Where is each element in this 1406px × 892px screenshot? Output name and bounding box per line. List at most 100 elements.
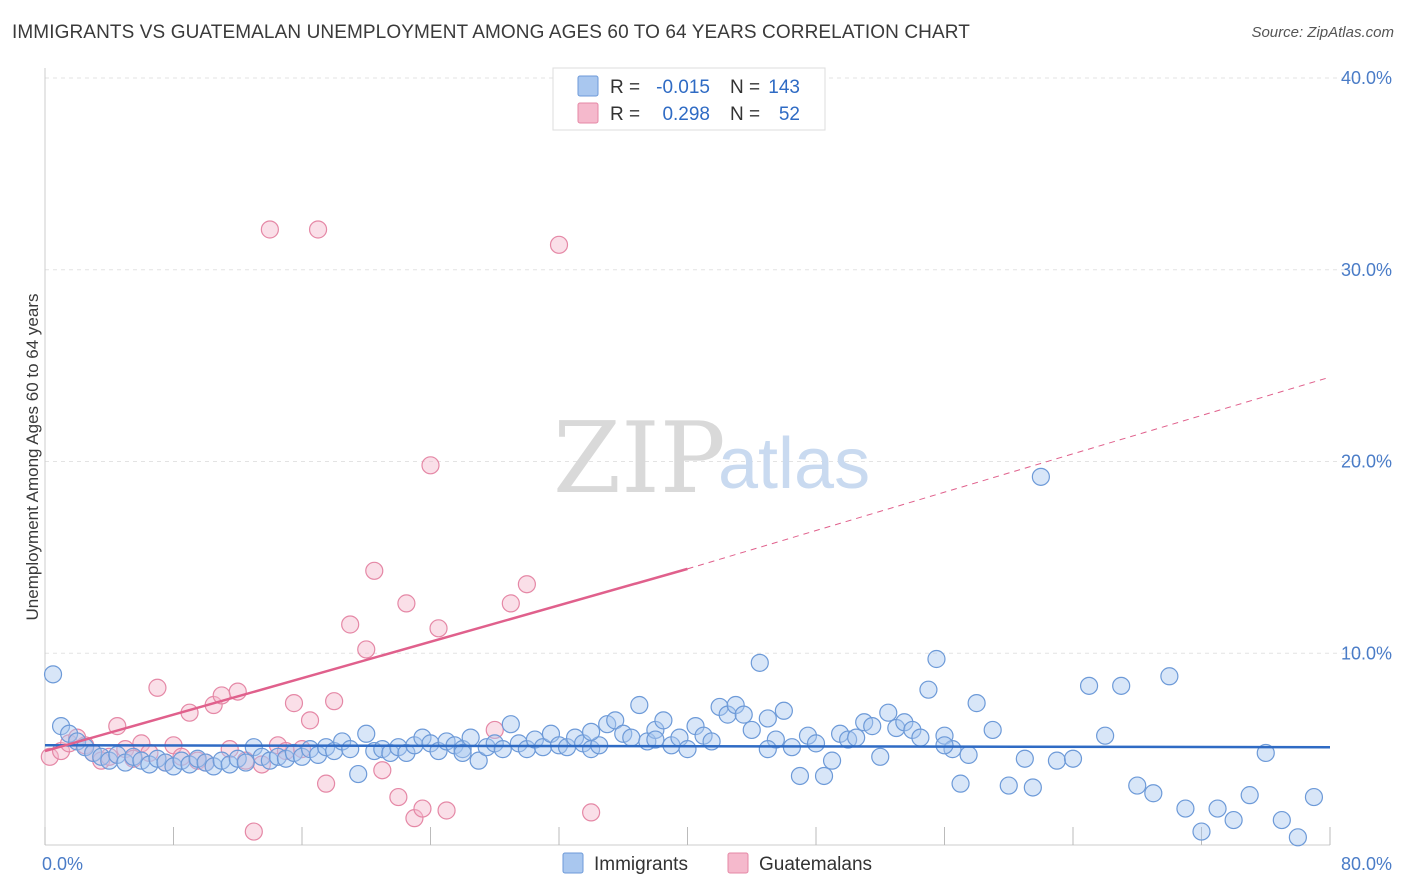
point-guatemalans-38 [365, 561, 384, 580]
point-immigrants-104 [879, 703, 898, 722]
x-tick-label-min: 0.0% [42, 854, 83, 874]
point-immigrants-111 [935, 726, 954, 745]
point-immigrants-136 [1288, 828, 1307, 847]
point-immigrants-121 [1047, 751, 1067, 770]
watermark-zip: ZIP [553, 402, 726, 516]
point-immigrants-130 [1192, 822, 1211, 841]
point-guatemalans-33 [308, 220, 328, 239]
chart-title: IMMIGRANTS VS GUATEMALAN UNEMPLOYMENT AM… [12, 22, 970, 43]
point-immigrants-108 [911, 728, 930, 747]
point-immigrants-124 [1096, 726, 1115, 745]
point-immigrants-117 [999, 776, 1018, 795]
legend-swatch-immigrants [577, 75, 599, 97]
point-guatemalans-43 [413, 799, 432, 818]
legend-r-value-2: 0.298 [662, 104, 710, 125]
point-immigrants-103 [871, 747, 890, 766]
point-guatemalans-45 [429, 619, 448, 638]
trend-line-guatemalans [44, 567, 688, 753]
y-tick-label-1: 10.0% [1341, 643, 1392, 663]
point-immigrants-126 [1128, 776, 1147, 795]
legend-box: R = -0.015 N = 143 R = 0.298 N = 52 [552, 67, 826, 131]
point-immigrants-87 [742, 720, 761, 740]
axes [44, 68, 1331, 846]
legend-r-value-1: -0.015 [656, 77, 710, 98]
point-guatemalans-35 [325, 692, 344, 711]
y-tick-label-4: 40.0% [1341, 68, 1392, 88]
bottom-legend-guatemalans: Guatemalans [759, 854, 872, 875]
point-immigrants-118 [1015, 749, 1034, 768]
y-tick-label-2: 20.0% [1341, 452, 1392, 472]
point-immigrants-138 [758, 740, 777, 759]
legend-swatch-guatemalans [577, 102, 599, 124]
point-immigrants-113 [951, 774, 970, 793]
point-immigrants-37 [341, 740, 360, 759]
point-guatemalans-41 [397, 594, 416, 613]
point-immigrants-140 [453, 743, 472, 763]
point-immigrants-53 [469, 751, 488, 770]
point-immigrants-72 [622, 728, 641, 747]
legend-n-label-2: N = [730, 104, 760, 125]
point-guatemalans-40 [389, 787, 408, 807]
point-immigrants-0 [43, 665, 63, 684]
point-immigrants-123 [1079, 676, 1099, 695]
legend-n-label-1: N = [730, 77, 760, 98]
point-immigrants-110 [927, 649, 946, 669]
bottom-legend-swatch-guatemalans [727, 852, 749, 874]
point-guatemalans-37 [357, 640, 376, 659]
trend-extension-guatemalans [687, 376, 1331, 570]
point-guatemalans-34 [316, 774, 336, 793]
point-guatemalans-36 [341, 615, 360, 634]
point-immigrants-127 [1144, 784, 1163, 803]
point-immigrants-70 [606, 711, 625, 730]
point-immigrants-139 [646, 730, 665, 749]
point-immigrants-128 [1160, 667, 1179, 686]
legend-r-label-1: R = [610, 77, 640, 98]
point-immigrants-93 [790, 766, 810, 786]
point-immigrants-91 [774, 701, 793, 720]
point-immigrants-56 [493, 740, 512, 759]
point-immigrants-120 [1031, 467, 1050, 486]
watermark: ZIP atlas [553, 402, 870, 516]
point-guatemalans-30 [284, 694, 304, 713]
point-immigrants-24 [236, 753, 255, 772]
point-immigrants-142 [935, 736, 954, 755]
point-immigrants-73 [630, 695, 649, 715]
point-immigrants-76 [654, 711, 673, 730]
point-immigrants-38 [349, 764, 368, 784]
point-immigrants-97 [822, 751, 842, 770]
point-guatemalans-48 [501, 594, 520, 613]
data-points [40, 220, 1324, 847]
legend-n-value-2: 52 [779, 104, 800, 125]
point-guatemalans-27 [260, 220, 279, 239]
point-immigrants-86 [734, 705, 753, 724]
legend-n-value-1: 143 [768, 77, 800, 98]
point-immigrants-52 [461, 728, 480, 747]
point-immigrants-133 [1240, 786, 1259, 805]
point-immigrants-89 [758, 709, 777, 728]
point-immigrants-134 [1256, 743, 1275, 763]
y-axis-title: Unemployment Among Ages 60 to 64 years [23, 294, 42, 621]
point-immigrants-96 [814, 766, 834, 786]
point-guatemalans-46 [437, 801, 456, 820]
point-guatemalans-51 [582, 803, 601, 822]
point-guatemalans-13 [148, 678, 167, 697]
point-immigrants-114 [959, 745, 978, 764]
point-immigrants-141 [582, 722, 601, 741]
tick-labels: 10.0% 20.0% 30.0% 40.0% 0.0% 80.0% [42, 68, 1392, 874]
point-guatemalans-47 [485, 720, 504, 740]
point-immigrants-131 [1208, 799, 1227, 818]
point-guatemalans-32 [300, 711, 320, 730]
watermark-atlas: atlas [718, 424, 870, 504]
y-tick-label-3: 30.0% [1341, 260, 1392, 280]
point-immigrants-129 [1176, 799, 1195, 818]
point-guatemalans-49 [517, 575, 536, 594]
point-immigrants-57 [501, 715, 520, 734]
point-immigrants-109 [919, 680, 938, 699]
point-immigrants-115 [967, 694, 986, 713]
point-immigrants-39 [357, 724, 376, 743]
point-immigrants-116 [983, 720, 1002, 740]
grid-lines [45, 77, 1365, 654]
point-immigrants-100 [847, 728, 866, 747]
series-immigrants [43, 467, 1324, 847]
